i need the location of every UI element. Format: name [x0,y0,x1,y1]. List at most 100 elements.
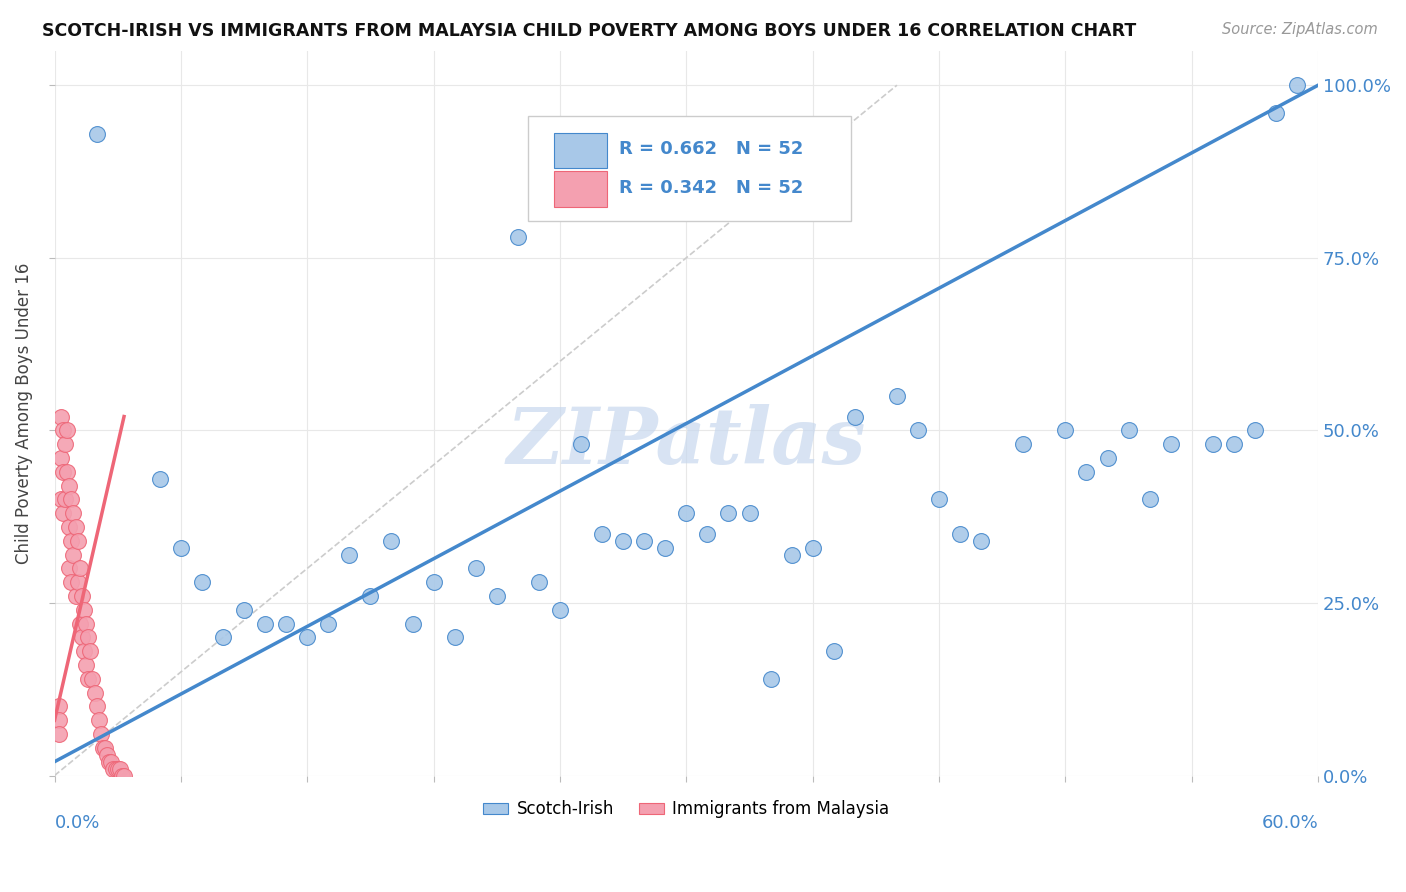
Point [112,768,135,782]
Point [1139,492,1161,507]
Point [527,575,550,590]
Point [100,755,122,769]
Point [422,575,444,590]
Point [111,768,134,782]
Point [1160,437,1182,451]
Point [780,548,803,562]
Point [86,699,108,714]
Text: ZIPatlas: ZIPatlas [506,404,866,480]
Point [886,389,908,403]
Point [443,631,465,645]
Point [58,520,80,534]
Point [49,450,72,465]
Text: 0.0%: 0.0% [55,814,100,832]
Point [485,589,508,603]
Point [233,603,256,617]
Point [104,762,127,776]
Point [1265,105,1288,120]
Point [380,533,402,548]
Point [170,541,193,555]
Point [79,644,101,658]
FancyBboxPatch shape [554,133,607,168]
Point [75,616,97,631]
FancyBboxPatch shape [529,116,851,221]
Point [48,727,70,741]
Point [52,506,75,520]
Point [62,548,84,562]
Point [73,603,96,617]
Point [738,506,761,520]
Point [907,423,929,437]
Point [1076,465,1098,479]
Point [1202,437,1225,451]
Point [1244,423,1267,437]
Point [1286,78,1309,93]
Point [87,713,110,727]
Point [401,616,423,631]
Point [103,762,125,776]
Point [569,437,592,451]
Point [65,520,87,534]
FancyBboxPatch shape [554,171,607,207]
Point [60,575,83,590]
Point [73,644,96,658]
Point [318,616,340,631]
Point [191,575,214,590]
Point [1054,423,1077,437]
Point [82,672,104,686]
Point [48,699,70,714]
Point [53,492,76,507]
Point [359,589,381,603]
Point [94,740,117,755]
Point [1118,423,1140,437]
Point [49,409,72,424]
Point [56,423,79,437]
Point [1097,450,1119,465]
Point [60,533,83,548]
Point [633,533,655,548]
Point [970,533,993,548]
Point [337,548,360,562]
Point [591,527,613,541]
Point [612,533,634,548]
Point [297,631,319,645]
Point [70,589,93,603]
Point [717,506,740,520]
Point [212,631,235,645]
Point [52,423,75,437]
Point [75,658,97,673]
Text: 60.0%: 60.0% [1261,814,1319,832]
Legend: Scotch-Irish, Immigrants from Malaysia: Scotch-Irish, Immigrants from Malaysia [477,794,896,825]
Point [759,672,782,686]
Point [548,603,571,617]
Point [276,616,298,631]
Point [696,527,718,541]
Point [83,686,105,700]
Point [823,644,845,658]
Point [69,616,91,631]
Point [506,230,529,244]
Point [844,409,866,424]
Point [52,465,75,479]
Point [77,672,100,686]
Point [107,762,129,776]
Point [60,492,83,507]
Text: R = 0.662   N = 52: R = 0.662 N = 52 [620,140,804,158]
Point [254,616,277,631]
Text: SCOTCH-IRISH VS IMMIGRANTS FROM MALAYSIA CHILD POVERTY AMONG BOYS UNDER 16 CORRE: SCOTCH-IRISH VS IMMIGRANTS FROM MALAYSIA… [42,22,1136,40]
Point [96,747,118,762]
Point [53,437,76,451]
Point [66,533,89,548]
Point [70,631,93,645]
Point [77,631,100,645]
Point [62,506,84,520]
Point [108,762,131,776]
Text: R = 0.342   N = 52: R = 0.342 N = 52 [620,178,804,196]
Point [1223,437,1246,451]
Point [98,755,121,769]
Point [149,472,172,486]
Point [949,527,972,541]
Point [69,561,91,575]
Point [654,541,676,555]
Point [86,127,108,141]
